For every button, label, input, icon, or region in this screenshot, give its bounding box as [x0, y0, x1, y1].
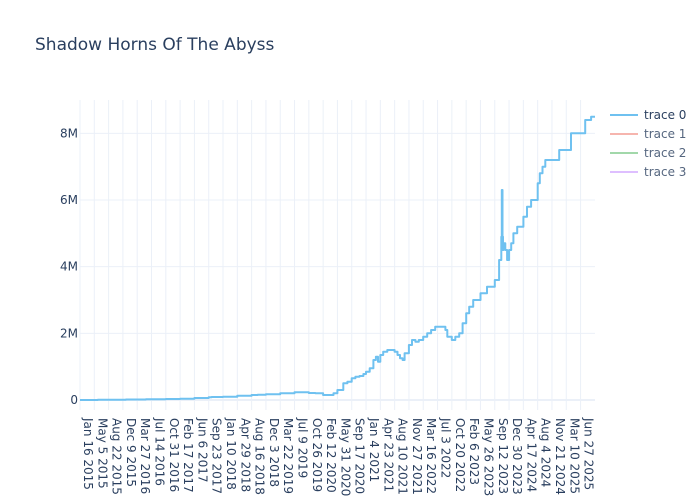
legend-item[interactable]: trace 1 — [610, 127, 686, 141]
plot-area — [80, 115, 595, 401]
x-tick-label: Mar 27 2016 — [138, 418, 152, 494]
x-tick-label: Mar 16 2022 — [424, 418, 438, 494]
legend-item[interactable]: trace 2 — [610, 146, 686, 160]
x-tick-label: Oct 26 2019 — [310, 418, 324, 492]
legend-label: trace 3 — [644, 165, 686, 179]
x-tick-label: May 26 2023 — [481, 418, 495, 496]
x-tick-label: May 31 2020 — [338, 418, 352, 496]
x-tick-label: Sep 23 2017 — [210, 418, 224, 494]
x-tick-label: Jan 4 2021 — [367, 417, 381, 482]
x-axis: Jan 16 2015 May 5 2015 Aug 22 2015 Dec 9 20… — [81, 417, 596, 496]
legend[interactable]: trace 0 trace 1 trace 2 trace 3 — [610, 108, 686, 179]
x-tick-label: Apr 29 2018 — [238, 418, 252, 492]
x-tick-label: Aug 10 2021 — [396, 418, 410, 495]
x-tick-label: Dec 30 2023 — [510, 418, 524, 495]
x-tick-label: Jun 27 2025 — [582, 417, 596, 490]
x-tick-label: Aug 16 2018 — [253, 418, 267, 495]
legend-item[interactable]: trace 3 — [610, 165, 686, 179]
legend-label: trace 1 — [644, 127, 686, 141]
x-tick-label: Apr 23 2021 — [381, 418, 395, 492]
x-tick-label: Oct 31 2016 — [167, 418, 181, 492]
x-tick-label: Dec 9 2015 — [124, 418, 138, 487]
x-tick-label: Nov 27 2021 — [410, 418, 424, 495]
x-tick-label: Jul 9 2019 — [296, 417, 310, 478]
x-tick-label: Jul 14 2016 — [153, 417, 167, 486]
x-tick-label: Feb 12 2020 — [324, 418, 338, 493]
x-tick-label: Aug 4 2024 — [539, 418, 553, 487]
legend-label: trace 2 — [644, 146, 686, 160]
x-tick-label: Jan 10 2018 — [224, 417, 238, 490]
legend-item[interactable]: trace 0 — [610, 108, 686, 122]
y-tick-label: 2M — [60, 326, 78, 340]
series-line — [80, 115, 595, 401]
x-tick-label: Sep 17 2020 — [353, 418, 367, 494]
x-tick-label: Jun 6 2017 — [195, 417, 209, 483]
x-tick-label: Sep 12 2023 — [496, 418, 510, 494]
x-tick-label: Apr 17 2024 — [524, 418, 538, 492]
x-tick-label: Jan 16 2015 — [81, 417, 95, 490]
y-axis: 0 2M 4M 6M 8M — [60, 126, 78, 407]
x-tick-label: Dec 3 2018 — [267, 418, 281, 487]
x-tick-label: May 5 2015 — [95, 418, 109, 489]
y-tick-label: 4M — [60, 260, 78, 274]
legend-label: trace 0 — [644, 108, 686, 122]
x-tick-label: Mar 10 2025 — [567, 418, 581, 494]
x-tick-label: Jul 3 2022 — [439, 417, 453, 478]
y-tick-label: 8M — [60, 126, 78, 140]
x-tick-label: Feb 6 2023 — [467, 418, 481, 485]
x-tick-label: Oct 20 2022 — [453, 418, 467, 492]
y-tick-label: 6M — [60, 193, 78, 207]
grid-lines — [79, 100, 595, 410]
chart-title: Shadow Horns Of The Abyss — [35, 35, 275, 55]
x-tick-label: Mar 22 2019 — [281, 418, 295, 494]
y-tick-label: 0 — [70, 393, 78, 407]
x-tick-label: Feb 17 2017 — [181, 418, 195, 493]
x-tick-label: Nov 21 2024 — [553, 418, 567, 495]
x-tick-label: Aug 22 2015 — [110, 418, 124, 495]
